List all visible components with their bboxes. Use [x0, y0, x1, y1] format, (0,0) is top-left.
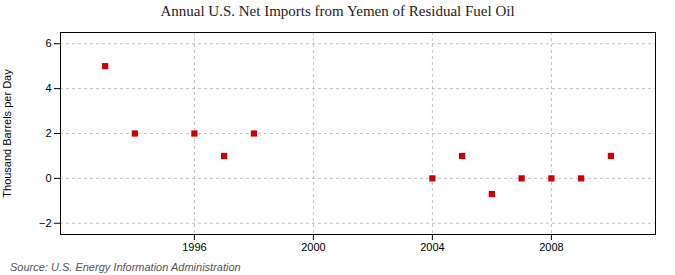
svg-text:2008: 2008	[539, 241, 563, 253]
svg-text:1996: 1996	[182, 241, 206, 253]
svg-text:Thousand Barrels per Day: Thousand Barrels per Day	[1, 69, 13, 198]
html-text:Annual U.S. Net Imports from Y: Annual U.S. Net Imports from Yemen of Re…	[160, 3, 515, 19]
svg-text:6: 6	[45, 37, 51, 49]
svg-text:2004: 2004	[420, 241, 444, 253]
svg-text:2: 2	[45, 127, 51, 139]
svg-text:2000: 2000	[301, 241, 325, 253]
html-text:Source: U.S. Energy Informatio: Source: U.S. Energy Information Administ…	[10, 261, 241, 273]
svg-text:−2: −2	[39, 217, 52, 229]
svg-text:0: 0	[45, 172, 51, 184]
svg-text:4: 4	[45, 82, 51, 94]
